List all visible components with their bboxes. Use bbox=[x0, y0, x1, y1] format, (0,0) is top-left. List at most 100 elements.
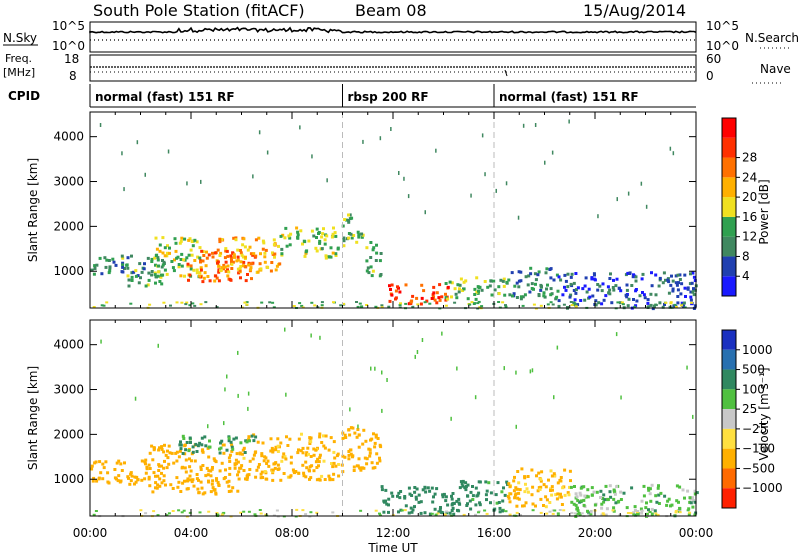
data-cell bbox=[428, 489, 432, 493]
data-cell bbox=[185, 301, 189, 304]
data-cell bbox=[640, 277, 644, 281]
data-cell bbox=[423, 486, 427, 490]
data-cell bbox=[557, 304, 561, 308]
data-cell bbox=[220, 439, 224, 443]
data-cell bbox=[318, 241, 322, 245]
data-cell bbox=[186, 487, 190, 491]
range-tick-label: 3000 bbox=[53, 383, 84, 397]
data-cell bbox=[640, 499, 644, 503]
data-cell bbox=[230, 259, 233, 262]
data-cell bbox=[265, 477, 269, 481]
data-cell bbox=[608, 277, 612, 280]
data-cell bbox=[204, 444, 208, 448]
data-cell bbox=[363, 456, 367, 460]
data-cell bbox=[549, 293, 553, 297]
data-cell bbox=[523, 475, 527, 479]
data-cell bbox=[576, 303, 580, 307]
data-cell bbox=[576, 286, 580, 290]
data-cell bbox=[368, 451, 372, 455]
data-cell bbox=[129, 302, 133, 305]
data-cell bbox=[191, 445, 195, 449]
data-cell bbox=[287, 234, 291, 238]
data-cell bbox=[647, 508, 650, 512]
data-cell bbox=[382, 510, 386, 514]
data-cell bbox=[199, 480, 203, 484]
data-cell bbox=[515, 487, 519, 491]
data-cell bbox=[450, 281, 454, 285]
data-cell bbox=[570, 511, 574, 514]
data-cell bbox=[248, 468, 252, 471]
data-cell bbox=[533, 272, 537, 276]
data-cell bbox=[457, 509, 461, 513]
data-cell bbox=[530, 493, 534, 497]
data-cell bbox=[270, 446, 274, 450]
data-cell bbox=[549, 276, 553, 280]
data-cell bbox=[341, 436, 345, 440]
data-cell bbox=[466, 494, 469, 498]
data-cell bbox=[150, 260, 154, 263]
data-cell bbox=[289, 232, 293, 236]
data-cell bbox=[539, 479, 543, 483]
data-cell bbox=[193, 304, 197, 307]
data-cell bbox=[279, 234, 283, 238]
data-cell bbox=[309, 476, 313, 480]
data-cell bbox=[152, 448, 156, 452]
data-cell bbox=[433, 507, 437, 511]
data-cell bbox=[129, 471, 133, 475]
data-cell bbox=[522, 504, 526, 508]
data-cell bbox=[224, 247, 228, 251]
data-cell bbox=[525, 487, 529, 491]
data-cell bbox=[239, 251, 243, 255]
data-cell bbox=[617, 286, 621, 290]
data-cell bbox=[327, 474, 331, 478]
data-cell bbox=[190, 480, 194, 484]
data-cell bbox=[657, 502, 661, 505]
data-cell bbox=[564, 279, 568, 283]
data-cell bbox=[215, 306, 219, 309]
data-cell bbox=[379, 252, 383, 255]
data-cell bbox=[113, 476, 117, 480]
data-cell bbox=[314, 448, 318, 452]
power-scatter bbox=[90, 119, 698, 311]
data-cell bbox=[662, 271, 666, 275]
data-cell bbox=[121, 263, 125, 267]
data-cell bbox=[156, 256, 160, 260]
data-cell bbox=[612, 288, 616, 292]
data-cell bbox=[196, 487, 200, 491]
data-cell bbox=[332, 450, 336, 454]
data-cell bbox=[342, 239, 346, 243]
data-cell bbox=[572, 289, 576, 292]
data-cell bbox=[195, 473, 199, 476]
data-cell bbox=[322, 434, 325, 438]
data-cell bbox=[556, 512, 560, 515]
data-cell bbox=[513, 496, 517, 500]
data-cell bbox=[512, 479, 516, 483]
data-cell bbox=[227, 479, 231, 483]
data-cell bbox=[693, 500, 697, 504]
data-cell bbox=[105, 301, 109, 304]
data-cell bbox=[125, 263, 129, 267]
data-cell bbox=[192, 268, 196, 272]
data-cell bbox=[164, 483, 167, 487]
data-cell bbox=[502, 284, 506, 288]
data-cell bbox=[648, 487, 652, 491]
data-cell bbox=[692, 275, 696, 279]
data-cell bbox=[661, 281, 665, 285]
data-cell bbox=[365, 269, 369, 273]
data-cell bbox=[602, 500, 606, 504]
data-cell bbox=[301, 509, 305, 512]
data-cell bbox=[609, 272, 612, 276]
data-cell bbox=[379, 136, 382, 141]
data-cell bbox=[502, 486, 505, 490]
data-cell bbox=[333, 231, 337, 235]
data-cell bbox=[598, 284, 602, 288]
data-cell bbox=[259, 472, 263, 476]
data-cell bbox=[217, 279, 221, 283]
data-cell bbox=[239, 249, 242, 252]
data-cell bbox=[673, 303, 677, 306]
data-cell bbox=[667, 497, 671, 501]
data-cell bbox=[355, 435, 359, 439]
data-cell bbox=[198, 274, 202, 278]
